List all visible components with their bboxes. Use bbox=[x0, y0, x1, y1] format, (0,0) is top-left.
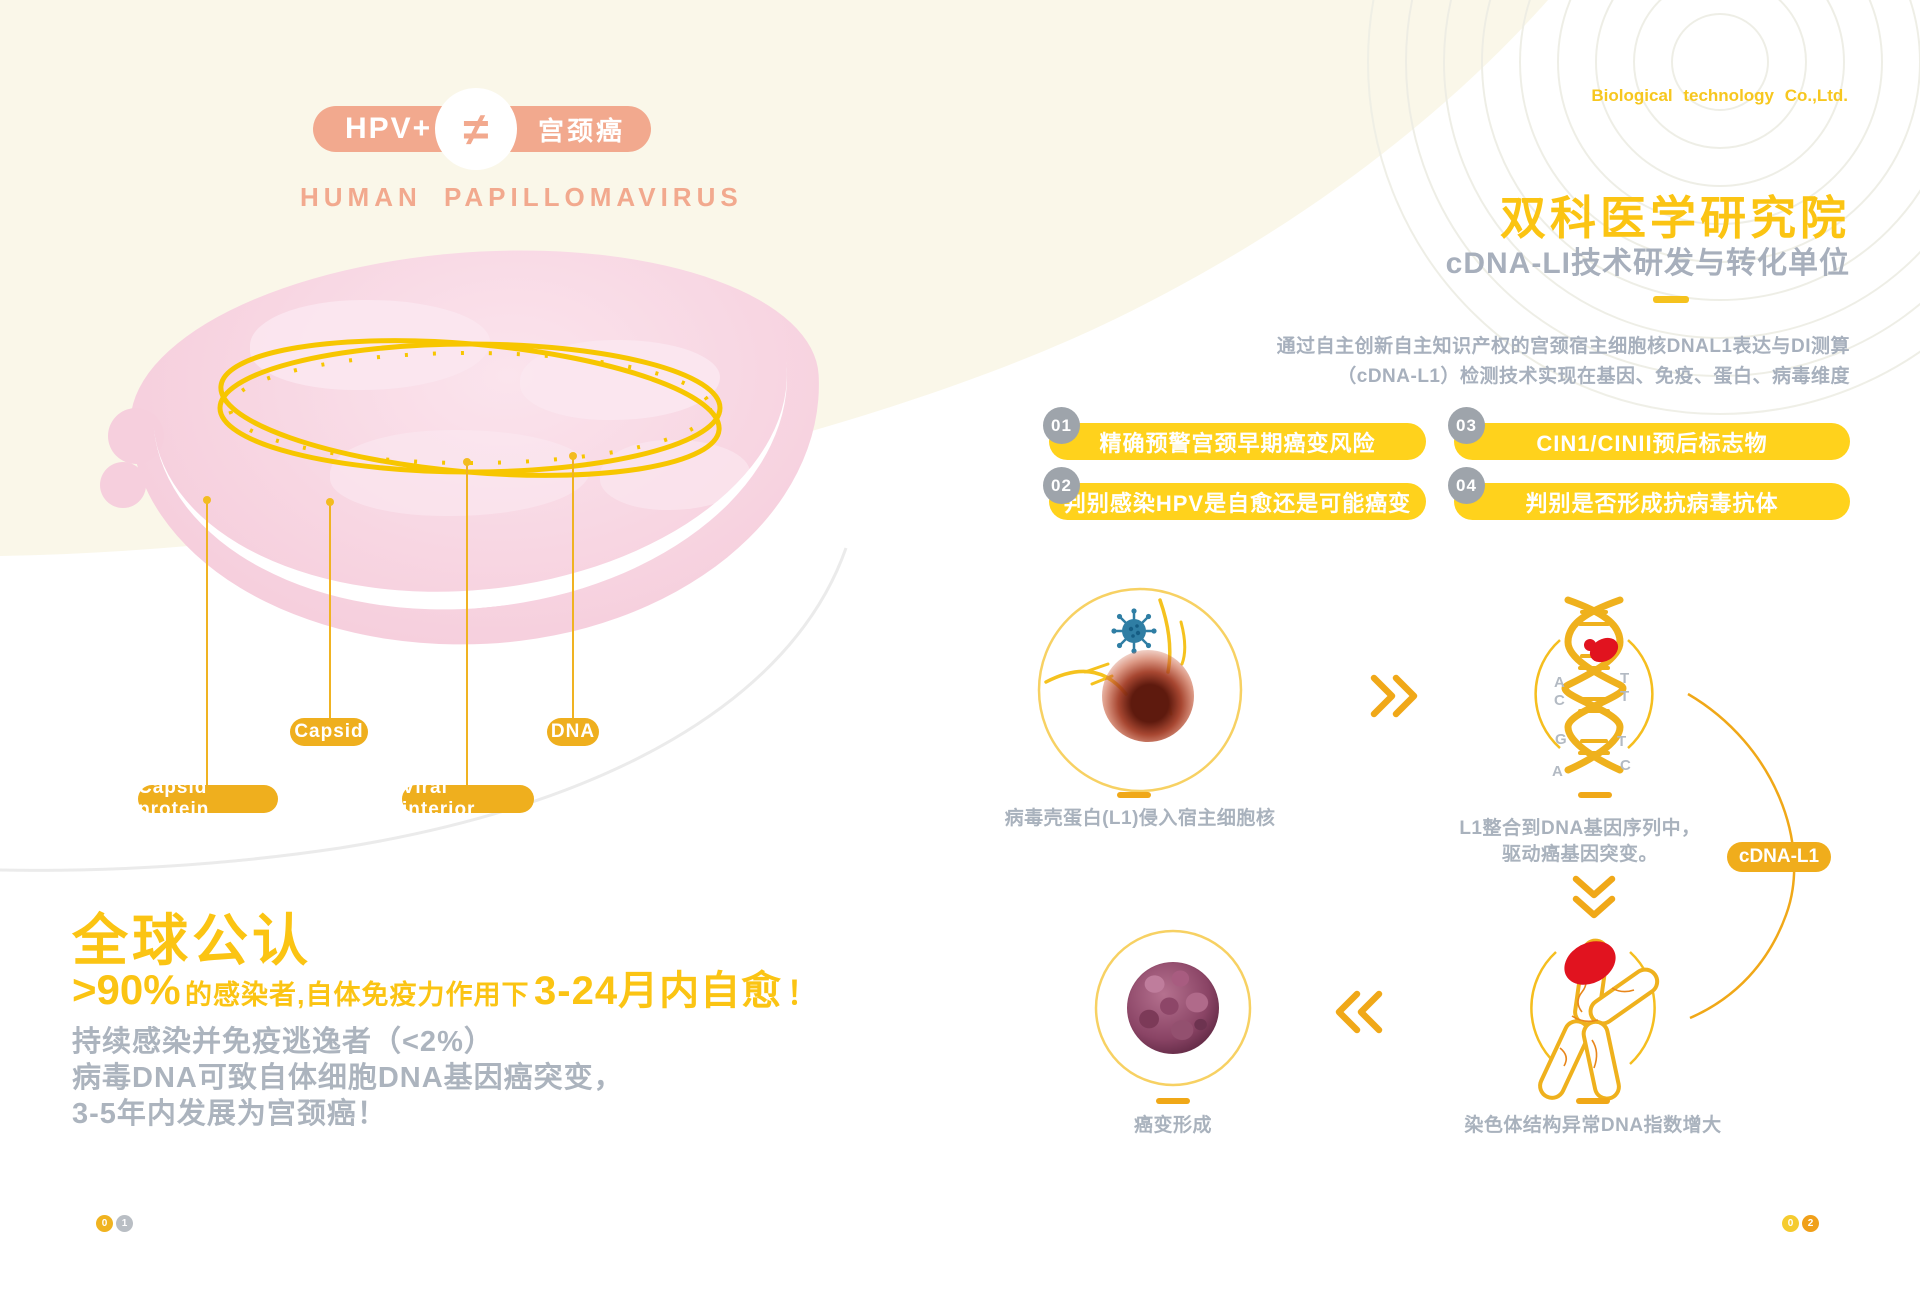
step4-circle-outline bbox=[1094, 929, 1252, 1087]
mutation-blob bbox=[1584, 637, 1619, 663]
gray-line-3: 3-5年内发展为宫颈癌！ bbox=[72, 1098, 387, 1130]
step1-dash bbox=[1117, 792, 1151, 798]
feature-label-04: 判别是否形成抗病毒抗体 bbox=[1525, 490, 1779, 516]
institute-subtitle: cDNA-LI技术研发与转化单位 bbox=[1445, 247, 1850, 280]
concentric-rings bbox=[1367, 0, 1920, 415]
not-equal-glyph: ≠ bbox=[463, 103, 489, 155]
stat-big-text: 3-24月内自愈 bbox=[534, 969, 783, 1013]
step2-circle-outline bbox=[1534, 639, 1654, 749]
feature-num-01: 01 bbox=[1043, 407, 1080, 444]
tumor-image bbox=[1127, 962, 1219, 1054]
host-cell-image bbox=[1102, 650, 1194, 742]
feature-bar-03: 03 CIN1/CINII预后标志物 bbox=[1448, 407, 1850, 460]
feature-num-02: 02 bbox=[1043, 467, 1080, 504]
page-number-right-0: 0 bbox=[1782, 1215, 1799, 1232]
gray-swirl-line bbox=[0, 547, 848, 872]
dna-letter: T bbox=[1620, 670, 1630, 687]
global-consensus-headline: 全球公认 bbox=[72, 909, 312, 972]
desc-line-2: （cDNA-L1）检测技术实现在基因、免疫、蛋白、病毒维度 bbox=[1337, 366, 1850, 387]
label-capsid-protein-text: Capsid protein bbox=[138, 777, 210, 820]
label-viral-interior-text: Viral interior bbox=[402, 777, 476, 820]
dna-letter: A bbox=[1554, 674, 1565, 691]
label-dna: DNA bbox=[547, 718, 599, 746]
feature-num-03: 03 bbox=[1448, 407, 1485, 444]
hpv-subtitle: HUMAN PAPILLOMAVIRUS bbox=[300, 182, 743, 212]
step4-caption: 癌变形成 bbox=[1133, 1115, 1212, 1136]
gray-line-1: 持续感染并免疫逃逸者（<2%） bbox=[72, 1026, 494, 1058]
gray-line-2: 病毒DNA可致自体细胞DNA基因癌突变， bbox=[72, 1062, 624, 1094]
hpv-badge-right: 宫颈癌 bbox=[537, 115, 625, 146]
dna-letter: T bbox=[1620, 688, 1630, 705]
dna-letter: G bbox=[1555, 731, 1567, 748]
feature-bar-04: 04 判别是否形成抗病毒抗体 bbox=[1448, 467, 1850, 520]
page-digit: 0 bbox=[1787, 1218, 1794, 1229]
step3-caption: 染色体结构异常DNA指数增大 bbox=[1464, 1115, 1722, 1136]
label-dna-text: DNA bbox=[550, 721, 596, 742]
label-capsid-protein: Capsid protein bbox=[138, 777, 278, 820]
chromosome-mutation-blob bbox=[1564, 941, 1616, 985]
step3-dash bbox=[1576, 1098, 1610, 1104]
leader-dots bbox=[203, 452, 577, 506]
institute-description: 通过自主创新自主知识产权的宫颈宿主细胞核DNAL1表达与DI测算 （cDNA-L… bbox=[1277, 332, 1850, 392]
label-viral-interior: Viral interior bbox=[402, 777, 534, 820]
dna-letter: A bbox=[1552, 763, 1563, 780]
cdna-l1-tag-text: cDNA-L1 bbox=[1738, 846, 1820, 867]
page-digit: 2 bbox=[1807, 1218, 1814, 1229]
arrow-down-icon bbox=[1572, 875, 1616, 919]
page-digit: 0 bbox=[101, 1218, 108, 1229]
stat-percentage: >90% bbox=[72, 966, 181, 1013]
leader-lines bbox=[206, 456, 574, 786]
feature-bar-02: 02 判别感染HPV是自愈还是可能癌变 bbox=[1043, 467, 1426, 520]
virus-icon bbox=[1111, 608, 1157, 654]
cdna-l1-tag: cDNA-L1 bbox=[1727, 842, 1831, 872]
page-number-left-1: 1 bbox=[116, 1215, 133, 1232]
dna-ring bbox=[217, 338, 723, 478]
dna-letter: T bbox=[1617, 733, 1627, 750]
step2-dash bbox=[1578, 792, 1612, 798]
dna-letter: C bbox=[1620, 757, 1631, 774]
bowl-highlight-blob bbox=[600, 440, 750, 510]
desc-line-1: 通过自主创新自主知识产权的宫颈宿主细胞核DNAL1表达与DI测算 bbox=[1276, 336, 1850, 357]
label-capsid: Capsid bbox=[290, 718, 368, 746]
step1-caption: 病毒壳蛋白(L1)侵入宿主细胞核 bbox=[1004, 808, 1276, 829]
step4-dash bbox=[1156, 1098, 1190, 1104]
step2-caption: L1整合到DNA基因序列中， 驱动癌基因突变。 bbox=[1370, 816, 1790, 868]
dna-helix bbox=[1561, 596, 1627, 774]
bowl-scallop bbox=[108, 408, 164, 464]
step2-caption-line2: 驱动癌基因突变。 bbox=[1501, 844, 1658, 865]
arrow-right-icon bbox=[1370, 674, 1418, 718]
page-number-right-1: 2 bbox=[1802, 1215, 1819, 1232]
feature-label-02: 判别感染HPV是自愈还是可能癌变 bbox=[1063, 490, 1412, 516]
company-name: Biological technology Co.,Ltd. bbox=[1591, 86, 1848, 105]
stat-line: >90% 的感染者,自体免疫力作用下 3-24月内自愈 ！ bbox=[72, 958, 819, 1016]
feature-label-01: 精确预警宫颈早期癌变风险 bbox=[1099, 430, 1376, 456]
subtitle-dash bbox=[1653, 296, 1689, 303]
feature-num-04: 04 bbox=[1448, 467, 1485, 504]
step2-caption-line1: L1整合到DNA基因序列中， bbox=[1459, 818, 1701, 839]
arrow-left-icon bbox=[1335, 990, 1383, 1034]
stat-exclamation: ！ bbox=[786, 975, 819, 1011]
page-digit: 1 bbox=[121, 1218, 128, 1229]
hpv-badge-left: HPV+ bbox=[345, 112, 433, 145]
not-equal-icon: ≠ bbox=[435, 88, 517, 170]
bowl-scallop bbox=[100, 462, 146, 508]
feature-label-03: CIN1/CINII预后标志物 bbox=[1536, 430, 1768, 456]
feature-bar-01: 01 精确预警宫颈早期癌变风险 bbox=[1043, 407, 1426, 460]
institute-title: 双科医学研究院 bbox=[1500, 192, 1850, 244]
page-number-left-0: 0 bbox=[96, 1215, 113, 1232]
step3-circle-outline bbox=[1530, 951, 1656, 1065]
persistent-infection-text: 持续感染并免疫逃逸者（<2%） 病毒DNA可致自体细胞DNA基因癌突变， 3-5… bbox=[72, 1024, 624, 1132]
step1-circle-outline bbox=[1037, 587, 1243, 793]
cdna-arc bbox=[1687, 692, 1796, 1020]
label-capsid-text: Capsid bbox=[294, 721, 364, 742]
dna-letter: C bbox=[1554, 692, 1565, 709]
stat-mid-text: 的感染者,自体免疫力作用下 bbox=[185, 980, 530, 1010]
